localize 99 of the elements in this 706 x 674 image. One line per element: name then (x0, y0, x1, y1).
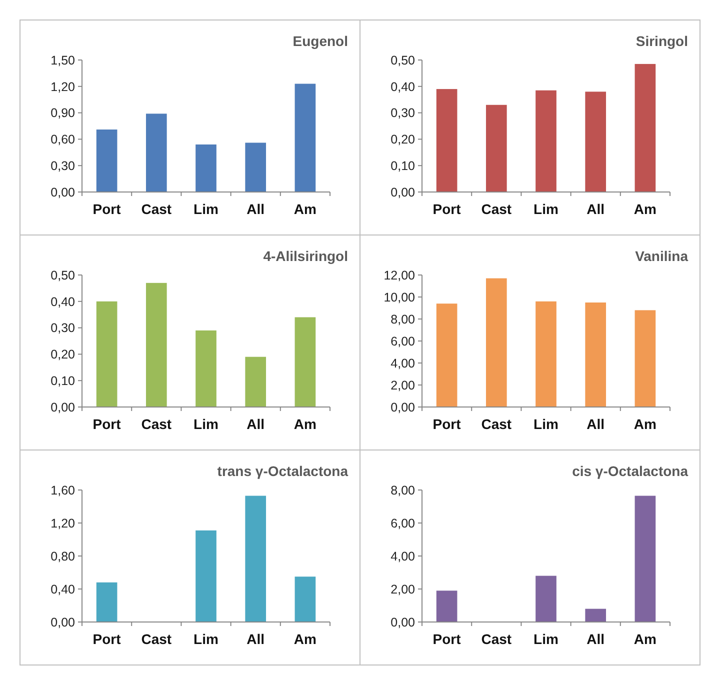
y-tick-label: 1,20 (50, 516, 76, 530)
y-tick-label: 0,60 (50, 132, 76, 147)
chart-title: Eugenol (292, 33, 348, 49)
bar (294, 84, 316, 192)
bar (196, 144, 216, 192)
x-tick-label: Cast (481, 416, 512, 432)
bar (436, 590, 458, 622)
y-tick-label: 0,40 (50, 294, 76, 309)
y-tick-label: 0,00 (50, 615, 76, 630)
y-tick-label: 0,30 (50, 321, 76, 336)
bar (96, 301, 118, 407)
bar (536, 576, 556, 622)
y-tick-label: 4,00 (390, 549, 416, 564)
x-tick-label: Am (634, 201, 656, 217)
bar (634, 496, 656, 622)
y-tick-label: 0,40 (50, 582, 76, 596)
y-tick-label: 0,80 (50, 549, 76, 564)
y-tick-label: 0,40 (390, 80, 416, 94)
y-tick-label: 0,50 (390, 53, 416, 68)
y-tick-label: 0,90 (50, 106, 76, 120)
x-tick-label: Cast (481, 631, 512, 647)
y-tick-label: 0,10 (390, 158, 416, 173)
chart-title: Vanilina (635, 248, 688, 264)
chart-title: cis γ-Octalactona (572, 463, 688, 479)
y-tick-label: 0,00 (50, 400, 76, 414)
bar (436, 89, 458, 192)
bar (585, 608, 606, 622)
x-tick-label: Cast (481, 201, 512, 217)
bar (536, 90, 556, 192)
bar (245, 142, 266, 192)
y-tick-label: 0,00 (390, 615, 416, 630)
y-tick-label: 0,50 (50, 268, 76, 282)
x-tick-label: All (586, 416, 605, 432)
chart-title: Siringol (636, 33, 688, 49)
x-tick-label: Lim (194, 416, 218, 432)
bar (585, 92, 606, 192)
bar (245, 356, 266, 407)
x-tick-label: Lim (194, 201, 218, 217)
x-tick-label: Port (432, 416, 462, 432)
y-tick-label: 6,00 (390, 334, 416, 348)
bar (146, 114, 167, 192)
bar (436, 304, 458, 407)
bar (196, 530, 216, 622)
bar (196, 330, 216, 407)
y-tick-label: 1,20 (50, 80, 76, 94)
bar (634, 64, 656, 192)
bar (585, 302, 606, 407)
x-tick-label: Port (92, 416, 122, 432)
x-tick-label: Am (294, 631, 316, 647)
y-tick-label: 8,00 (390, 483, 416, 498)
y-tick-label: 6,00 (390, 516, 416, 530)
x-tick-label: All (586, 631, 605, 647)
bar (96, 130, 118, 192)
x-tick-label: Am (294, 201, 316, 217)
y-tick-label: 10,00 (384, 290, 416, 304)
x-tick-label: Port (92, 201, 122, 217)
y-tick-label: 2,00 (390, 378, 416, 392)
bar (96, 582, 118, 622)
y-tick-label: 1,60 (50, 483, 76, 498)
chart-title: 4-Alilsiringol (263, 248, 348, 264)
x-tick-label: Am (634, 416, 656, 432)
y-tick-label: 0,30 (50, 158, 76, 173)
y-tick-label: 0,10 (50, 374, 76, 388)
y-tick-label: 0,20 (50, 348, 76, 362)
x-tick-label: Am (634, 631, 656, 647)
bar (245, 496, 266, 622)
y-tick-label: 1,50 (50, 53, 76, 68)
y-tick-label: 12,00 (384, 268, 416, 282)
chart-title: trans γ-Octalactona (217, 463, 348, 479)
x-tick-label: All (246, 631, 265, 647)
x-tick-label: Lim (534, 631, 558, 647)
bar (486, 104, 507, 192)
bar (294, 576, 316, 622)
x-tick-label: Am (294, 416, 316, 432)
x-tick-label: Cast (141, 416, 172, 432)
y-tick-label: 0,00 (390, 400, 416, 414)
x-tick-label: All (586, 201, 605, 217)
x-tick-label: Cast (141, 201, 172, 217)
y-tick-label: 0,00 (390, 185, 416, 200)
bar (536, 301, 556, 407)
x-tick-label: Port (432, 631, 462, 647)
x-tick-label: Port (92, 631, 122, 647)
x-tick-label: Port (432, 201, 462, 217)
y-tick-label: 0,00 (50, 185, 76, 200)
x-tick-label: All (246, 416, 265, 432)
y-tick-label: 4,00 (390, 356, 416, 370)
bar (294, 317, 316, 407)
x-tick-label: Lim (194, 631, 218, 647)
x-tick-label: Lim (534, 416, 558, 432)
bar (486, 278, 507, 407)
y-tick-label: 0,20 (390, 132, 416, 147)
bar (634, 310, 656, 407)
x-tick-label: All (246, 201, 265, 217)
x-tick-label: Lim (534, 201, 558, 217)
y-tick-label: 2,00 (390, 582, 416, 596)
x-tick-label: Cast (141, 631, 172, 647)
y-tick-label: 8,00 (390, 312, 416, 326)
y-tick-label: 0,30 (390, 106, 416, 120)
bar (146, 282, 167, 407)
